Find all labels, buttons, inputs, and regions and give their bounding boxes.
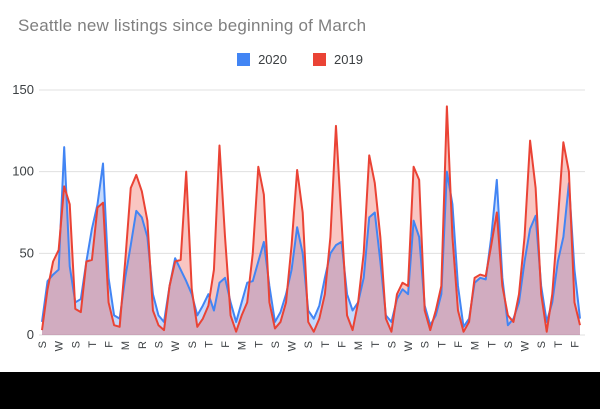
x-tick-label-25: F — [453, 341, 465, 348]
x-tick-label-23: S — [420, 341, 432, 348]
x-tick-label-6: R — [137, 341, 149, 349]
x-tick-label-15: W — [287, 340, 299, 351]
y-tick-label-50: 50 — [20, 245, 34, 260]
legend-swatch-2020 — [237, 53, 251, 66]
x-tick-label-21: S — [386, 341, 398, 348]
chart-legend: 2020 2019 — [0, 52, 600, 67]
x-tick-label-18: F — [337, 341, 349, 348]
x-tick-label-12: M — [237, 341, 249, 350]
series-line-2019 — [41, 105, 581, 333]
x-tick-label-31: T — [553, 341, 565, 348]
legend-item-2020: 2020 — [237, 52, 287, 67]
x-tick-label-32: F — [569, 341, 581, 348]
x-tick-label-2: S — [70, 341, 82, 348]
x-tick-label-4: F — [104, 341, 116, 348]
x-tick-label-14: S — [270, 341, 282, 348]
x-tick-label-29: W — [520, 340, 532, 351]
y-tick-label-0: 0 — [27, 327, 34, 342]
legend-swatch-2019 — [313, 53, 326, 66]
x-tick-label-5: M — [120, 341, 132, 350]
legend-label-2020: 2020 — [258, 52, 287, 67]
x-tick-label-7: S — [153, 341, 165, 348]
x-tick-label-10: T — [203, 341, 215, 348]
x-tick-label-28: S — [503, 341, 515, 348]
x-tick-label-1: W — [54, 340, 66, 351]
x-tick-label-30: S — [536, 341, 548, 348]
chart-title: Seattle new listings since beginning of … — [18, 16, 367, 35]
x-tick-label-17: T — [320, 341, 332, 348]
series-line-2020 — [41, 146, 581, 328]
x-tick-label-27: T — [486, 341, 498, 348]
x-tick-label-24: T — [436, 341, 448, 348]
area-fill-2020 — [42, 147, 580, 335]
x-tick-label-13: T — [253, 341, 265, 348]
x-tick-label-8: W — [170, 340, 182, 351]
legend-item-2019: 2019 — [313, 52, 363, 67]
x-tick-label-20: T — [370, 341, 382, 348]
x-tick-label-0: S — [37, 341, 49, 348]
bottom-black-bar — [0, 372, 600, 409]
x-tick-label-22: W — [403, 340, 415, 351]
y-tick-label-100: 100 — [12, 164, 34, 179]
x-tick-label-11: F — [220, 341, 232, 348]
x-tick-label-9: S — [187, 341, 199, 348]
legend-label-2019: 2019 — [334, 52, 363, 67]
x-tick-label-3: T — [87, 341, 99, 348]
y-tick-label-150: 150 — [12, 82, 34, 97]
x-tick-label-16: S — [303, 341, 315, 348]
x-tick-label-26: M — [470, 341, 482, 350]
x-tick-label-19: M — [353, 341, 365, 350]
